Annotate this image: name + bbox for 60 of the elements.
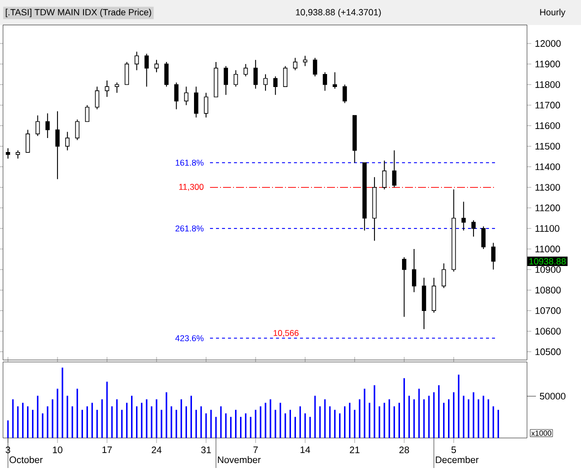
candlestick	[382, 160, 386, 190]
y-tick-label: 11900	[536, 60, 560, 68]
annotation: 423.6%	[175, 335, 204, 342]
text: 50000	[540, 392, 566, 400]
candlestick	[154, 59, 159, 73]
annotation: 261.8%	[176, 225, 204, 232]
y-tick-label: 11800	[536, 81, 560, 88]
candlestick	[204, 92, 208, 118]
candlestick	[224, 66, 228, 96]
chart-title: [.TASI] TDW MAIN IDX (Trade Price)	[6, 8, 152, 18]
candlestick	[263, 74, 268, 92]
x-tick-label: 24	[152, 446, 162, 454]
y-tick-label: 10600	[536, 328, 561, 335]
y-tick-label: 12000	[536, 40, 561, 47]
x-tick-label: 7	[253, 446, 258, 454]
candlestick	[65, 131, 70, 151]
candlestick	[55, 110, 60, 180]
candlestick	[253, 59, 258, 90]
candlestick	[104, 80, 110, 98]
x-tick-label: 14	[300, 446, 310, 454]
candlestick	[302, 55, 308, 67]
y-tick-label: 11600	[536, 122, 560, 130]
text: Hourly	[540, 8, 566, 18]
y-tick-label: 11400	[536, 163, 560, 170]
candlestick	[402, 256, 406, 318]
candlestick	[45, 112, 50, 138]
candlestick	[6, 148, 10, 160]
text: December	[436, 456, 479, 464]
y-tick-label: 10900	[536, 266, 561, 273]
x-tick-label: 3	[6, 446, 10, 454]
y-tick-label: 11700	[536, 102, 560, 108]
candlestick	[461, 201, 466, 231]
candlestick	[471, 220, 476, 238]
x-tick-label: 31	[201, 446, 211, 454]
candlestick	[372, 176, 377, 242]
candlestick	[244, 64, 248, 77]
candlestick	[422, 277, 426, 330]
candlestick	[412, 248, 416, 293]
annotation: 10,566	[274, 330, 299, 337]
y-tick-label: 11300	[536, 184, 560, 191]
x-tick-label: 28	[399, 446, 410, 454]
x-tick-label: 21	[350, 446, 360, 454]
chart-subtitle: 10,938.88 (+14.3701)	[296, 8, 381, 18]
y-tick-label: 10800	[536, 286, 561, 294]
y-tick-label: 11500	[536, 142, 560, 150]
y-tick-label: 11100	[536, 225, 560, 232]
candlestick	[491, 242, 496, 270]
candlestick	[194, 86, 198, 118]
text: 10938.88	[529, 258, 566, 265]
x-tick-label: 17	[102, 446, 112, 454]
y-tick-label: 11000	[536, 246, 560, 252]
x-tick-label: 5	[451, 446, 456, 454]
text: October	[10, 456, 43, 464]
y-tick-label: 10700	[536, 307, 561, 314]
x-tick-label: 10	[52, 446, 62, 454]
y-tick-label: 10500	[536, 348, 561, 356]
ref-line-label: 11,300	[179, 184, 204, 191]
y-tick-label: 11200	[536, 204, 560, 212]
annotation: 161.8%	[176, 160, 204, 166]
text: November	[218, 456, 261, 464]
